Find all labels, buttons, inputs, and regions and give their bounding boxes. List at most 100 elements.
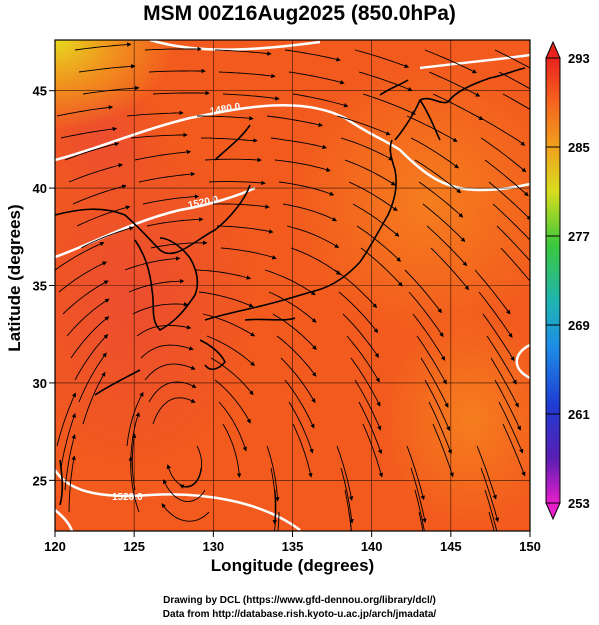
streamline [288,401,314,454]
streamline [422,203,466,243]
streamline [354,49,410,68]
chart-title: MSM 00Z16Aug2025 (850.0hPa) [143,2,456,25]
streamline [494,379,521,431]
streamline [82,371,106,425]
streamline [212,203,270,209]
streamline [264,269,316,296]
streamline [484,159,529,197]
x-tick-label-120: 120 [44,539,66,554]
streamline [74,334,109,381]
streamline [352,203,400,237]
streamline [412,313,446,361]
streamline [406,445,425,501]
streamline [502,423,526,477]
lat-lon-grid [55,40,530,531]
streamline [498,401,524,454]
streamline [210,357,254,396]
streamline [362,423,383,478]
streamline [500,247,530,282]
y-tick-label-30: 30 [33,376,47,391]
colorbar-tick-label-285: 285 [568,140,590,155]
streamline [486,335,517,385]
y-tick-label-25: 25 [33,473,47,488]
streamline [138,171,196,183]
streamline [78,352,107,403]
streamline [58,261,108,293]
streamline [144,363,196,381]
streamline [218,71,276,79]
streamline [142,194,200,205]
streamline [480,137,527,173]
streamline [126,391,144,447]
colorbar-tick-label-277: 277 [568,229,590,244]
streamline [354,379,382,431]
streamline [270,137,327,150]
x-tick-labels: 120 125 130 135 140 145 150 [44,539,541,554]
x-tick-label-150: 150 [519,539,541,554]
streamline [132,302,189,315]
streamline [340,467,354,524]
streamline [144,46,202,52]
streamline [474,269,511,315]
temperature-field: 1480.0 1520.0 1520.0 [55,40,530,531]
colorbar: 293 285 277 269 261 253 [545,40,590,521]
x-tick-label-125: 125 [123,539,145,554]
streamline [220,247,277,260]
streamline [432,423,454,478]
streamline [128,278,185,293]
streamline [490,357,519,408]
streamline [56,392,77,447]
streamline [494,49,530,69]
streamline [274,159,331,172]
streamline [280,357,316,404]
streamline [360,247,403,287]
streamline [496,225,530,262]
colorbar-max-arrow [545,40,561,59]
streamline [292,423,313,478]
streamline [358,401,383,455]
streamline [356,225,402,262]
colorbar-tick-label-261: 261 [568,407,590,422]
streamline [208,180,266,186]
streamline [130,132,188,139]
y-tick-label-45: 45 [33,84,47,99]
streamline [276,335,317,377]
streamline [348,511,352,531]
streamline [150,240,208,249]
streamline [272,313,317,350]
streamline [126,110,184,117]
colorbar-min-arrow [545,502,561,521]
streamline [266,445,280,502]
streamline [348,181,398,212]
drawing-credit: Drawing by DCL (https://www.gfd-dennou.o… [163,595,436,606]
x-tick-label-140: 140 [361,539,383,554]
streamline [346,335,380,383]
streamline [288,71,345,85]
streamline [64,434,76,491]
streamline [358,71,413,92]
streamline [336,115,391,136]
y-tick-label-40: 40 [33,181,47,196]
streamline [418,181,464,218]
streamline [161,503,210,522]
streamline [60,126,118,139]
streamline [502,93,530,110]
streamline [197,115,254,121]
streamline [124,256,181,271]
contour-label-1520-south: 1520.0 [112,492,143,503]
streamline [266,115,323,127]
streamline [424,379,451,432]
streamline [140,344,194,359]
streamline [204,157,262,163]
streamline [334,269,378,309]
streamline [270,467,278,525]
streamline [60,413,76,469]
streamline [274,489,277,531]
streamline [277,511,280,531]
x-tick-label-135: 135 [282,539,304,554]
streamline [74,42,132,51]
streamline [340,137,394,161]
streamline [418,511,424,531]
x-axis-label: Longitude (degrees) [210,556,375,575]
